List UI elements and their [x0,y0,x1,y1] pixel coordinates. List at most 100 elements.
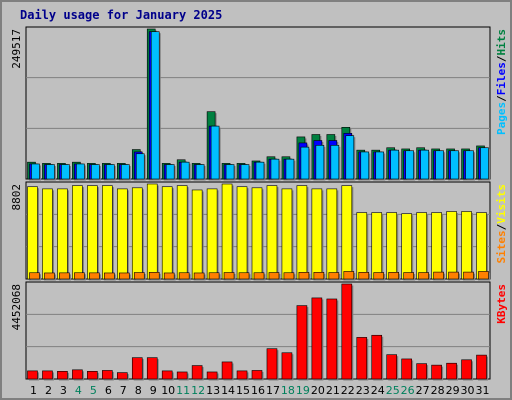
day-label: 25 [386,384,400,397]
bar-visits-day-31 [476,212,487,280]
bar-visits-day-30 [461,211,472,280]
bar-sites-day-22 [343,271,355,280]
bar-kbytes-day-23 [356,337,368,380]
bar-kbytes-day-30 [461,359,472,380]
legend-entry: KBytes [495,284,508,324]
day-label: 20 [311,384,325,397]
day-label: 19 [296,384,310,397]
bar-visits-day-12 [191,189,203,280]
bar-pages-day-23 [360,151,370,180]
bar-pages-day-29 [450,150,459,180]
bar-kbytes-day-6 [102,370,113,380]
bar-pages-day-27 [420,149,429,180]
day-label: 12 [191,384,205,397]
day-label: 7 [120,384,127,397]
bar-visits-day-17 [266,185,278,280]
bar-pages-day-17 [270,158,280,180]
bar-pages-day-12 [195,164,205,180]
bar-pages-day-15 [240,164,250,180]
day-label: 16 [251,384,265,397]
bar-kbytes-day-19 [296,305,308,380]
day-label: 18 [281,384,295,397]
bar-visits-day-8 [131,187,143,280]
bar-visits-day-5 [87,185,98,280]
bar-visits-day-16 [251,187,263,280]
bar-pages-day-6 [106,164,115,180]
legend-separator: / [495,95,508,102]
bar-kbytes-day-24 [371,334,383,380]
bar-kbytes-day-12 [191,365,203,380]
bar-visits-day-14 [221,183,233,280]
bar-sites-day-3 [59,272,70,280]
bar-pages-day-30 [465,150,474,180]
bar-kbytes-day-11 [176,371,188,380]
bar-visits-day-19 [296,185,308,280]
day-label: 27 [416,384,430,397]
legend-separator: / [495,223,508,230]
panel-visits-sites: 8802 [10,181,491,281]
bar-sites-day-9 [148,272,160,280]
bar-visits-day-18 [281,188,293,280]
bar-pages-day-3 [61,164,70,180]
bar-visits-day-10 [161,186,173,280]
legend-entry: Files [495,62,508,95]
bar-pages-day-26 [405,150,414,180]
day-label: 3 [60,384,67,397]
bar-visits-day-9 [146,183,158,280]
legend-visits-sites: Sites/Visits [495,184,508,264]
bar-kbytes-day-1 [27,370,38,380]
day-label: 31 [476,384,490,397]
bar-pages-day-11 [180,161,190,180]
day-label: 10 [161,384,175,397]
day-label: 30 [461,384,475,397]
bar-visits-day-1 [27,186,38,280]
day-label: 24 [371,384,385,397]
bar-sites-day-19 [298,272,310,280]
bar-visits-day-28 [431,212,442,280]
bar-sites-day-28 [433,271,444,280]
bar-kbytes-day-20 [311,297,323,380]
bar-sites-day-2 [44,272,55,280]
bar-kbytes-day-16 [251,370,263,380]
panel-hits-files-pages: 249517 [10,26,491,181]
bar-visits-day-25 [386,212,398,280]
day-label: 2 [45,384,52,397]
bar-kbytes-day-10 [161,370,173,380]
bar-kbytes-day-2 [42,370,53,380]
bar-pages-day-25 [390,149,400,180]
bar-pages-day-1 [31,163,40,180]
bar-visits-day-13 [206,188,218,280]
day-label: 29 [446,384,460,397]
panel-kbytes: 4452068 [10,281,491,381]
bar-kbytes-day-18 [281,352,293,380]
day-label: 4 [75,384,82,397]
bar-visits-day-22 [341,185,353,280]
day-label: 11 [176,384,190,397]
bar-kbytes-day-9 [146,357,158,380]
bar-pages-day-19 [300,146,310,180]
bar-pages-day-13 [210,125,220,180]
day-label: 28 [431,384,445,397]
bar-sites-day-25 [388,272,400,280]
bar-pages-day-14 [225,164,235,180]
bar-pages-day-2 [46,164,55,180]
bar-visits-day-11 [176,185,188,280]
bar-sites-day-8 [133,272,145,280]
day-label: 23 [356,384,370,397]
bar-sites-day-20 [313,272,325,280]
day-label: 22 [341,384,355,397]
bar-kbytes-day-26 [401,358,412,380]
bar-sites-day-4 [74,272,85,280]
bar-sites-day-13 [208,272,220,280]
bar-sites-day-29 [448,271,459,280]
bar-pages-day-16 [255,161,265,180]
bar-pages-day-18 [285,158,295,180]
chart-title: Daily usage for January 2025 [20,8,222,22]
bar-kbytes-day-8 [131,357,143,380]
bar-visits-day-2 [42,188,53,280]
bar-pages-day-9 [150,31,160,180]
bar-visits-day-4 [72,185,83,280]
bar-visits-day-20 [311,188,323,280]
